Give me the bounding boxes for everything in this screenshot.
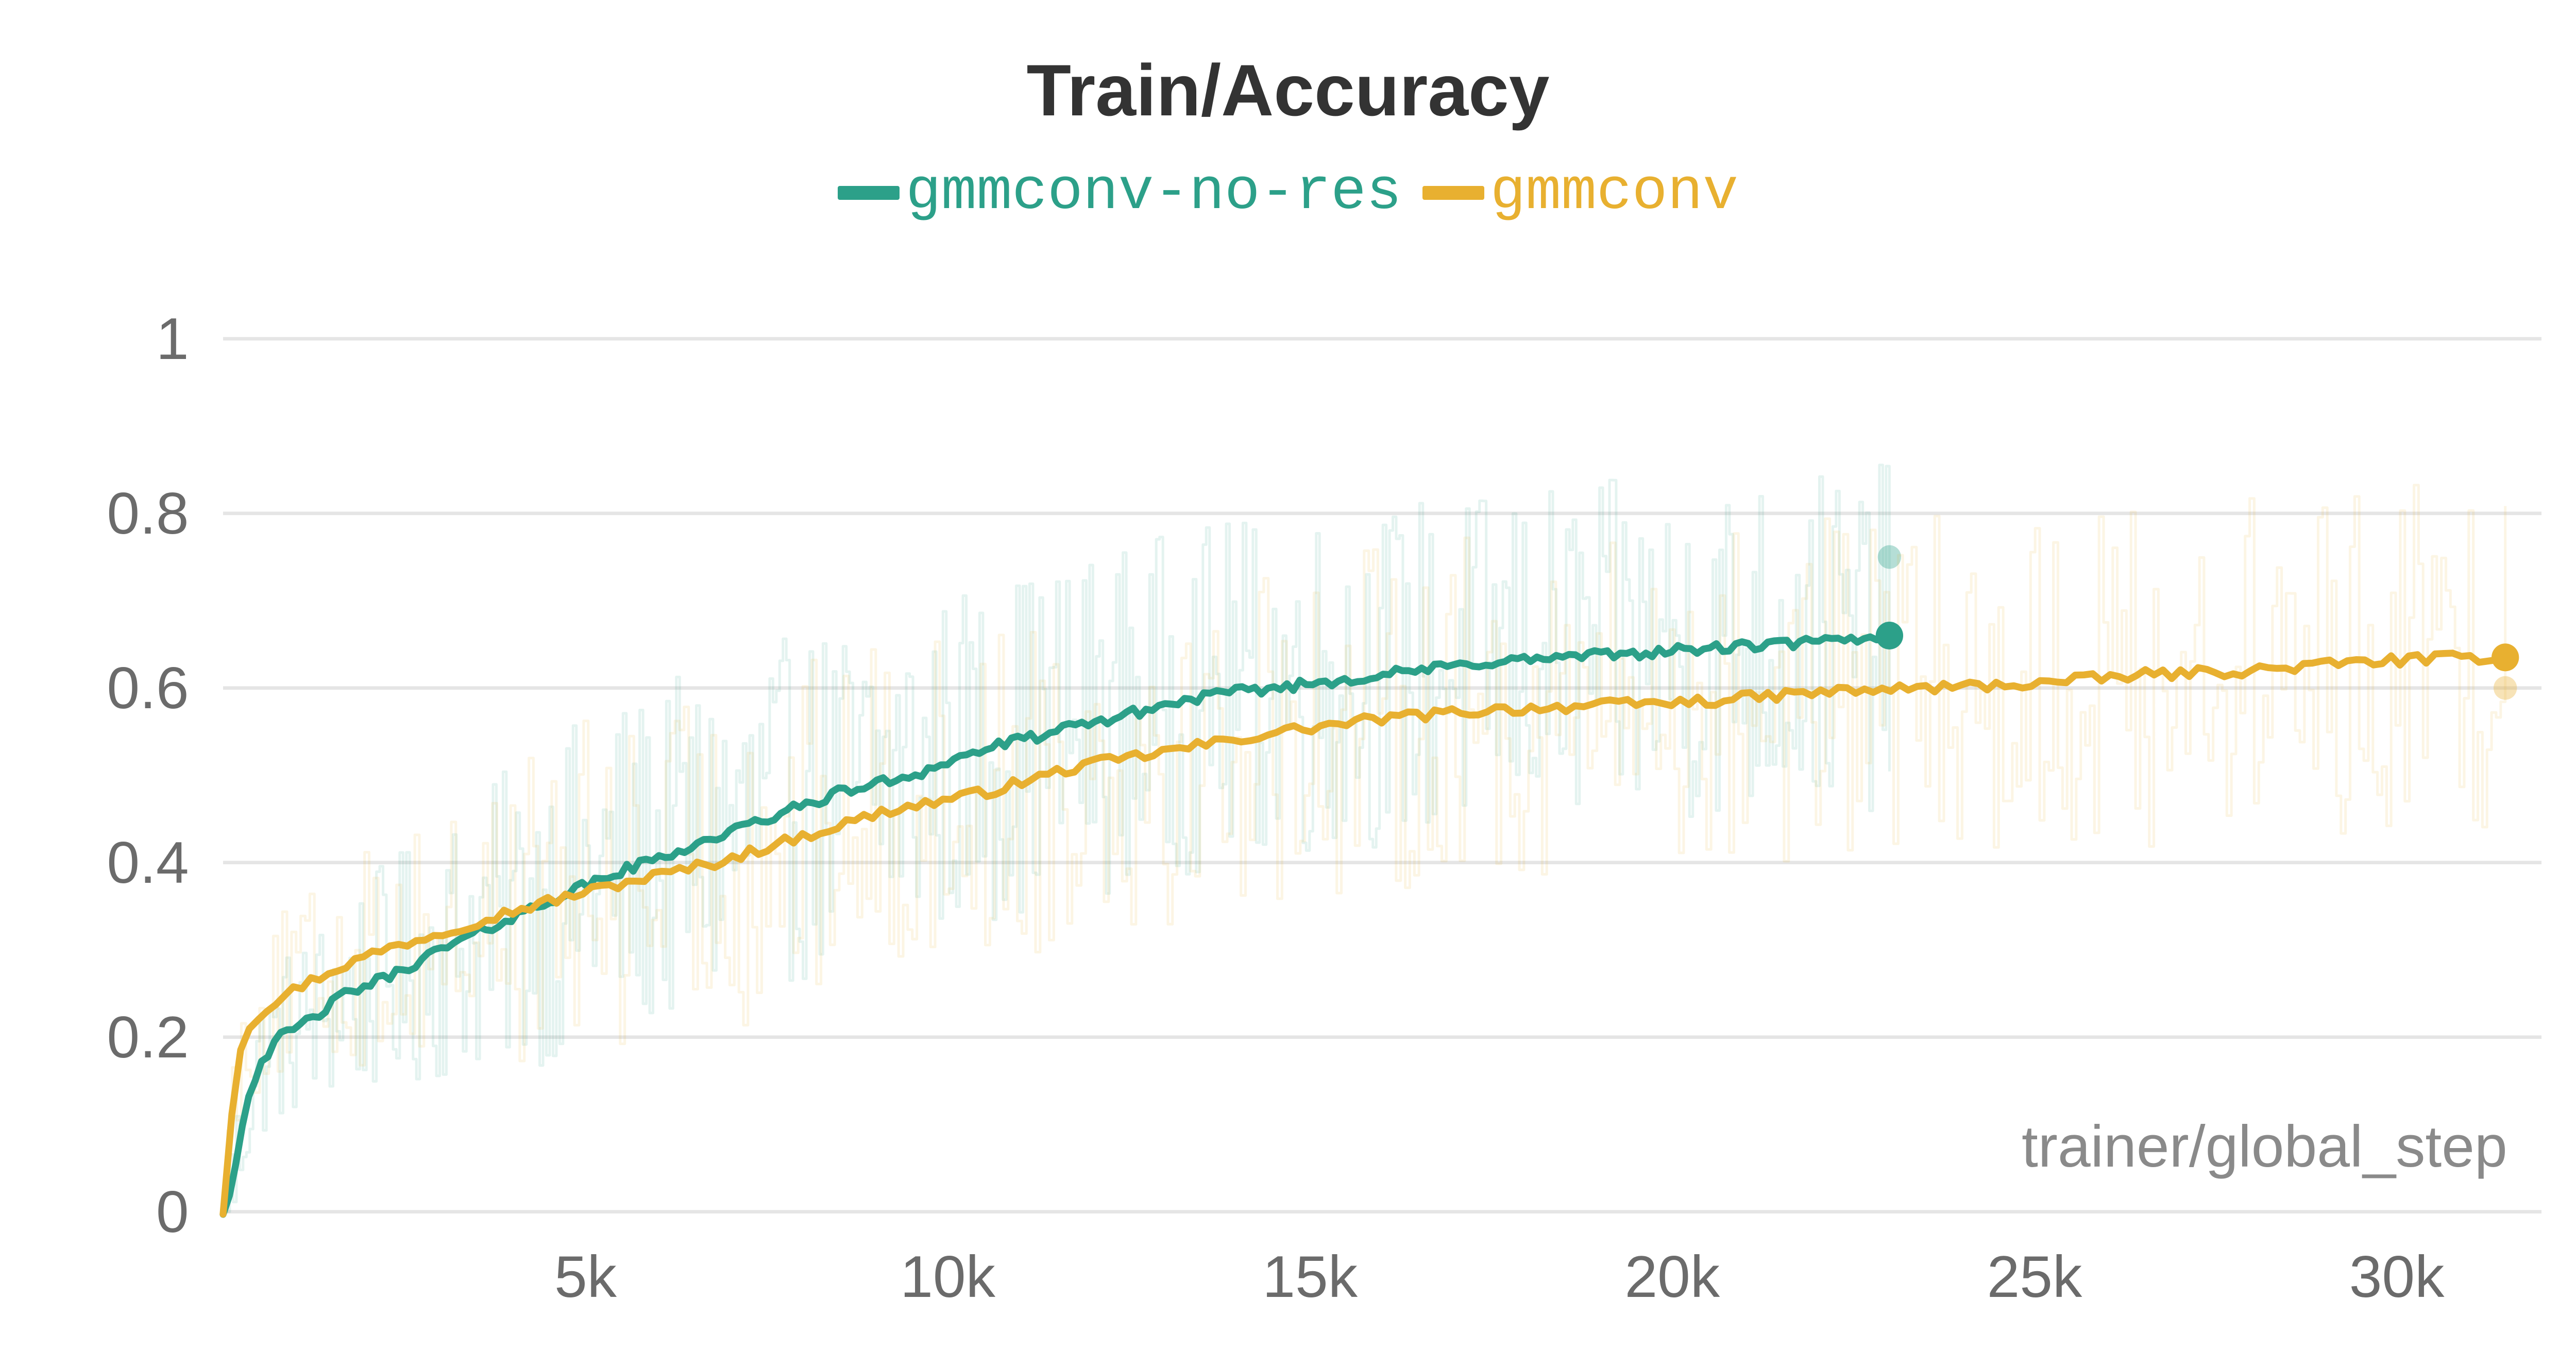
legend-swatch-1 xyxy=(1422,186,1484,200)
plot-area: trainer/global_step xyxy=(223,295,2541,1212)
y-tick-label: 1 xyxy=(0,305,189,373)
chart-container: Train/Accuracy gmmconv-no-res gmmconv tr… xyxy=(0,0,2576,1368)
y-tick-label: 0.6 xyxy=(0,654,189,722)
x-axis-label: trainer/global_step xyxy=(2022,1113,2507,1181)
x-tick-label: 10k xyxy=(900,1243,995,1311)
x-tick-label: 20k xyxy=(1624,1243,1720,1311)
x-tick-label: 30k xyxy=(2349,1243,2445,1311)
y-tick-label: 0.4 xyxy=(0,829,189,897)
legend-label-1: gmmconv xyxy=(1490,160,1738,226)
x-tick-label: 5k xyxy=(554,1243,617,1311)
y-tick-label: 0.2 xyxy=(0,1003,189,1071)
x-tick-label: 25k xyxy=(1987,1243,2082,1311)
legend-item-0[interactable]: gmmconv-no-res xyxy=(838,160,1402,226)
chart-title: Train/Accuracy xyxy=(0,48,2576,132)
chart-svg xyxy=(223,295,2541,1212)
x-tick-label: 15k xyxy=(1262,1243,1358,1311)
y-tick-label: 0.8 xyxy=(0,480,189,548)
legend: gmmconv-no-res gmmconv xyxy=(0,160,2576,226)
legend-swatch-0 xyxy=(838,186,900,200)
legend-label-0: gmmconv-no-res xyxy=(906,160,1402,226)
y-tick-label: 0 xyxy=(0,1178,189,1246)
legend-item-1[interactable]: gmmconv xyxy=(1422,160,1738,226)
